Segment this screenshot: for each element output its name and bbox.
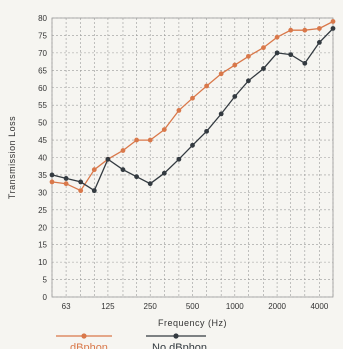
data-point xyxy=(63,176,69,181)
x-tick-label: 63 xyxy=(62,302,71,311)
data-point xyxy=(63,181,69,187)
legend-entry: dBphon xyxy=(56,333,112,349)
y-tick-label: 0 xyxy=(43,293,48,302)
data-point xyxy=(218,111,224,117)
data-point xyxy=(49,179,55,185)
data-point xyxy=(246,78,251,84)
y-tick-label: 70 xyxy=(38,49,47,58)
data-point xyxy=(91,188,97,194)
x-tick-label: 4000 xyxy=(310,302,328,311)
data-point xyxy=(232,62,238,68)
series-group xyxy=(49,19,336,194)
data-point xyxy=(274,50,280,56)
data-point xyxy=(316,40,322,45)
data-point xyxy=(91,167,97,173)
data-point xyxy=(78,179,84,185)
data-point xyxy=(147,181,153,187)
data-point xyxy=(176,156,182,162)
x-tick-label: 2000 xyxy=(268,302,286,311)
y-tick-label: 60 xyxy=(38,84,47,93)
data-point xyxy=(261,66,266,71)
x-tick-label: 125 xyxy=(101,302,115,311)
data-point xyxy=(330,19,336,24)
legend-label: No dBphon xyxy=(152,342,207,349)
legend-label: dBphon xyxy=(70,342,108,349)
data-point xyxy=(204,128,210,134)
y-tick-label: 65 xyxy=(38,66,47,75)
data-point xyxy=(204,83,210,89)
y-tick-label: 40 xyxy=(38,154,47,163)
data-point xyxy=(49,172,55,178)
y-tick-label: 5 xyxy=(43,276,48,285)
data-point xyxy=(161,170,167,176)
x-tick-label: 500 xyxy=(186,302,200,311)
legend-marker xyxy=(81,333,87,339)
data-point xyxy=(274,34,280,40)
x-tick-label: 1000 xyxy=(226,302,244,311)
data-point xyxy=(161,127,167,132)
y-tick-label: 75 xyxy=(38,31,47,40)
data-point xyxy=(218,71,224,77)
legend-marker xyxy=(173,333,179,339)
y-axis-label: Transmission Loss xyxy=(7,116,17,199)
data-point xyxy=(105,156,111,162)
data-point xyxy=(302,60,308,66)
data-point xyxy=(246,53,251,59)
data-point xyxy=(302,27,308,33)
data-point xyxy=(232,94,238,99)
y-tick-label: 10 xyxy=(38,258,47,267)
y-tick-label: 15 xyxy=(38,241,47,250)
series-no-dbphon xyxy=(49,26,336,194)
legend-entry: No dBphon xyxy=(146,333,207,349)
y-tick-label: 35 xyxy=(38,171,47,180)
y-tick-label: 45 xyxy=(38,136,47,145)
data-point xyxy=(134,174,139,180)
x-tick-label: 250 xyxy=(144,302,158,311)
data-point xyxy=(78,188,84,194)
data-point xyxy=(120,148,126,153)
data-point xyxy=(190,95,195,101)
x-axis-ticks: 63 125 250 500 1000 2000 4000 xyxy=(62,302,329,311)
grid xyxy=(51,17,334,298)
data-point xyxy=(330,26,336,31)
y-tick-label: 30 xyxy=(38,188,47,197)
data-point xyxy=(190,142,195,148)
y-tick-label: 80 xyxy=(38,14,47,23)
data-point xyxy=(288,52,294,58)
data-point xyxy=(176,108,182,113)
y-tick-label: 55 xyxy=(38,101,47,110)
y-tick-label: 25 xyxy=(38,206,47,215)
data-point xyxy=(261,45,266,51)
data-point xyxy=(316,26,322,31)
data-point xyxy=(288,27,294,33)
y-tick-label: 50 xyxy=(38,119,47,128)
data-point xyxy=(120,167,126,173)
y-tick-label: 20 xyxy=(38,223,47,232)
legend: dBphon No dBphon xyxy=(56,333,207,349)
data-point xyxy=(147,137,153,143)
data-point xyxy=(134,137,139,143)
x-axis-label: Frequency (Hz) xyxy=(158,318,227,328)
y-axis-ticks: 0 5 10 15 20 25 30 35 40 45 50 55 60 65 70 75 80 xyxy=(38,14,47,302)
